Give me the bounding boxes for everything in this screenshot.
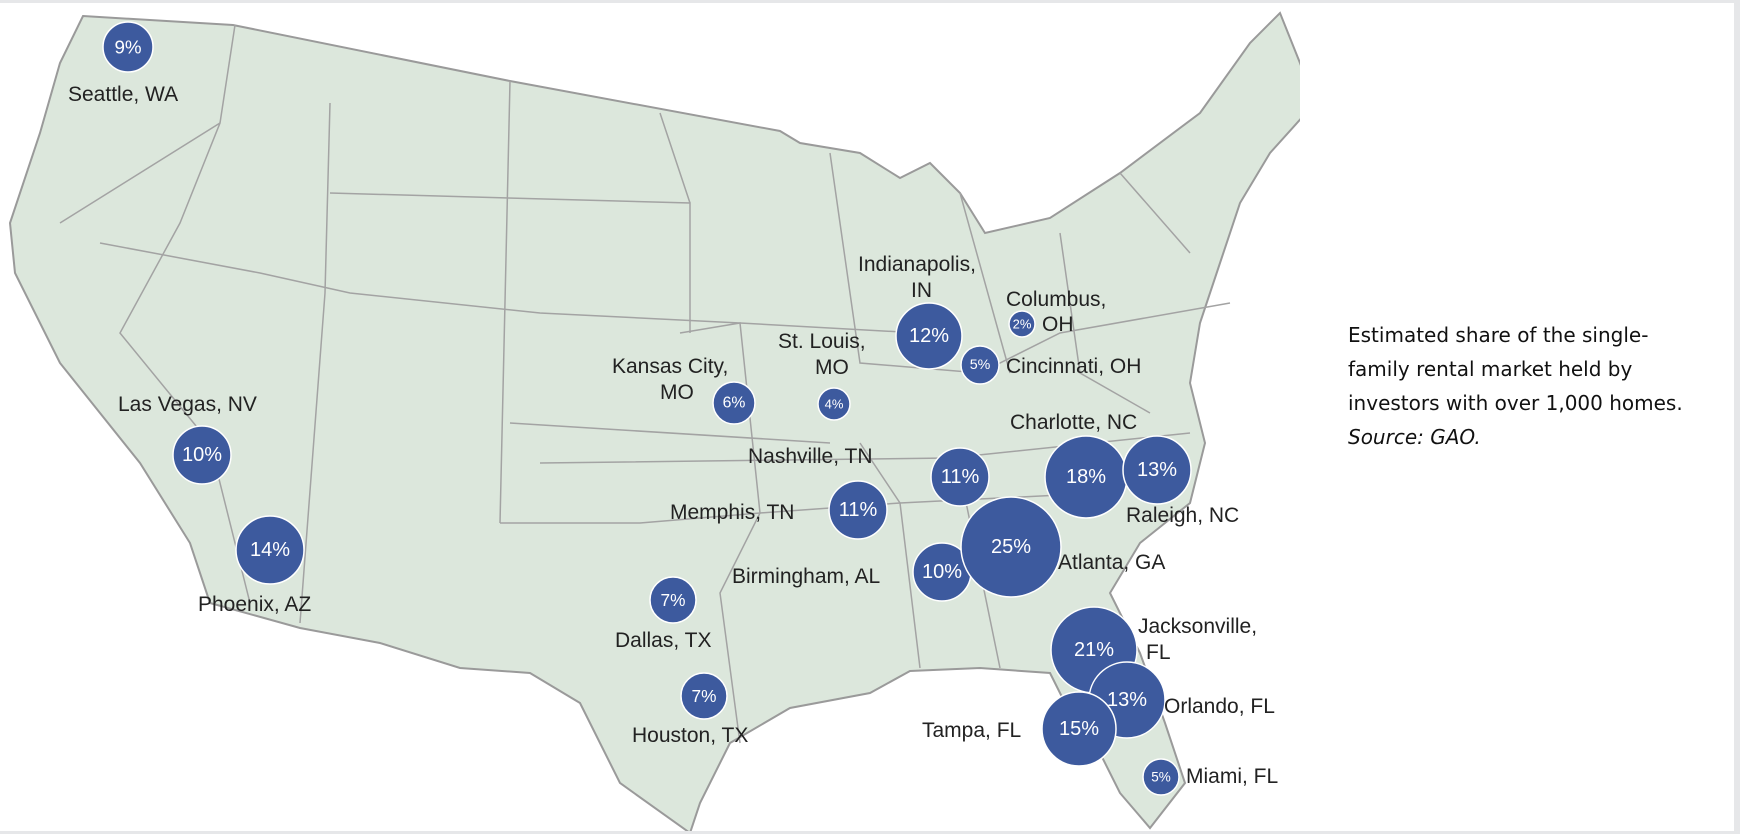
city-marker: 12% Indianapolis, IN (858, 253, 976, 370)
city-bubble (817, 387, 851, 421)
city-marker: 5% Miami, FL (1142, 758, 1278, 796)
city-label: Charlotte, NC (1010, 411, 1137, 434)
city-percent: 13% (1137, 459, 1177, 481)
city-label: Phoenix, AZ (198, 593, 311, 616)
city-bubble (712, 381, 756, 425)
city-percent: 10% (922, 561, 962, 583)
caption-text: Estimated share of the single-family ren… (1348, 323, 1683, 415)
city-label: IN (911, 279, 932, 302)
city-bubble (960, 496, 1062, 598)
city-label: Dallas, TX (615, 629, 711, 652)
city-percent: 11% (839, 499, 878, 521)
city-marker: 7% Dallas, TX (615, 576, 711, 652)
city-percent: 7% (692, 686, 717, 706)
city-label: Houston, TX (632, 724, 748, 747)
city-bubble (895, 302, 963, 370)
city-bubbles: 9% Seattle, WA 10% Las Vegas, NV 14% Phoenix,… (68, 21, 1278, 796)
city-marker: 10% Birmingham, AL (732, 542, 972, 602)
city-label: Atlanta, GA (1058, 551, 1165, 574)
city-percent: 21% (1074, 639, 1114, 661)
city-percent: 10% (182, 444, 222, 466)
city-label: Birmingham, AL (732, 565, 880, 588)
city-bubble (930, 447, 990, 507)
city-bubble (1122, 435, 1192, 505)
city-marker: 4% St. Louis, MO (778, 330, 866, 421)
city-label: Memphis, TN (670, 501, 794, 524)
city-label: Tampa, FL (922, 719, 1021, 742)
city-percent: 7% (661, 590, 686, 610)
city-marker: 10% Las Vegas, NV (118, 393, 257, 485)
city-marker: 11% Memphis, TN (670, 480, 888, 540)
city-marker: 7% Houston, TX (632, 672, 748, 747)
city-label: FL (1146, 641, 1171, 664)
city-percent: 13% (1107, 689, 1147, 711)
city-percent: 5% (970, 357, 991, 373)
city-percent: 5% (1151, 770, 1171, 785)
city-label: Miami, FL (1186, 765, 1278, 788)
city-bubble (960, 345, 1000, 385)
city-marker: 13% Raleigh, NC (1122, 435, 1239, 527)
city-percent: 25% (991, 536, 1031, 558)
city-marker: 6% Kansas City, MO (612, 355, 756, 425)
city-percent: 2% (1013, 317, 1032, 332)
city-marker: 15% Tampa, FL (922, 691, 1117, 767)
city-marker: 11% Nashville, TN (748, 445, 990, 507)
city-label: Columbus, (1006, 288, 1106, 311)
city-bubble (1008, 310, 1036, 338)
city-label: Kansas City, (612, 355, 728, 378)
city-label: OH (1042, 313, 1074, 336)
city-percent: 15% (1059, 718, 1099, 740)
city-bubble (172, 425, 232, 485)
city-label: Cincinnati, OH (1006, 355, 1141, 378)
caption-source: Source: GAO. (1348, 425, 1481, 449)
city-marker: 25% Atlanta, GA (960, 496, 1165, 598)
city-label: Nashville, TN (748, 445, 872, 468)
city-label: Jacksonville, (1138, 615, 1257, 638)
city-label: Las Vegas, NV (118, 393, 257, 416)
city-marker: 14% Phoenix, AZ (198, 515, 311, 616)
city-bubble (102, 21, 154, 73)
city-label: St. Louis, (778, 330, 866, 353)
map-caption: Estimated share of the single-family ren… (1348, 318, 1708, 454)
us-map: 9% Seattle, WA 10% Las Vegas, NV 14% Phoenix,… (8, 11, 1300, 831)
city-bubble (1041, 691, 1117, 767)
us-outline (8, 11, 1300, 831)
city-percent: 11% (941, 466, 980, 488)
city-marker: 2% Columbus,OH (1006, 288, 1106, 338)
city-bubble (680, 672, 728, 720)
city-label: Orlando, FL (1164, 695, 1275, 718)
city-bubble (828, 480, 888, 540)
city-bubble (235, 515, 305, 585)
city-bubble (649, 576, 697, 624)
map-figure: 9% Seattle, WA 10% Las Vegas, NV 14% Phoenix,… (0, 3, 1734, 831)
city-label: Seattle, WA (68, 83, 178, 106)
city-bubble (1142, 758, 1180, 796)
city-percent: 18% (1066, 466, 1106, 488)
city-marker: 13% Orlando, FL (1088, 661, 1275, 739)
city-percent: 12% (909, 325, 949, 347)
city-percent: 9% (114, 37, 141, 58)
city-marker: 9% Seattle, WA (68, 21, 178, 106)
city-percent: 6% (723, 395, 746, 412)
city-label: Indianapolis, (858, 253, 976, 276)
city-label: MO (815, 356, 849, 379)
city-marker: 5% Cincinnati, OH (960, 345, 1141, 385)
city-percent: 4% (825, 397, 844, 412)
city-percent: 14% (250, 539, 290, 561)
city-label: Raleigh, NC (1126, 504, 1239, 527)
city-label: MO (660, 381, 694, 404)
city-marker: 18% Charlotte, NC (1010, 411, 1137, 519)
